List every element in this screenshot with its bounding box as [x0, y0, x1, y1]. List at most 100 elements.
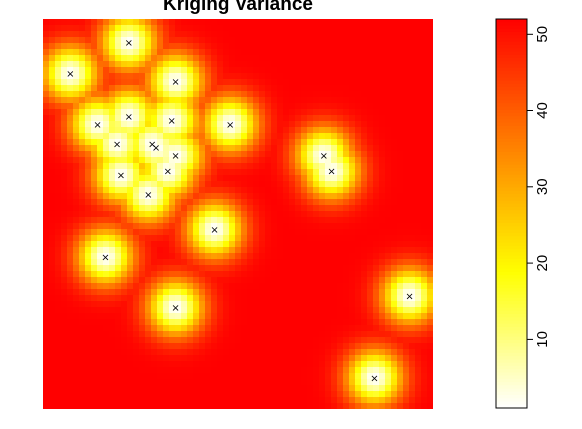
heatmap-cell	[73, 259, 80, 266]
heatmap-cell	[157, 85, 164, 92]
heatmap-cell	[121, 175, 128, 182]
heatmap-cell	[361, 385, 368, 392]
heatmap-cell	[169, 67, 176, 74]
heatmap-cell	[343, 79, 350, 86]
heatmap-cell	[133, 373, 140, 380]
heatmap-cell	[277, 289, 284, 296]
heatmap-cell	[349, 169, 356, 176]
heatmap-cell	[49, 169, 56, 176]
heatmap-cell	[319, 79, 326, 86]
heatmap-cell	[421, 361, 428, 368]
heatmap-cell	[391, 337, 398, 344]
heatmap-cell	[61, 19, 68, 26]
heatmap-cell	[391, 85, 398, 92]
heatmap-cell	[229, 301, 236, 308]
heatmap-cell	[211, 181, 218, 188]
heatmap-cell	[415, 169, 422, 176]
heatmap-cell	[253, 337, 260, 344]
heatmap-cell	[385, 37, 392, 44]
heatmap-cell	[49, 367, 56, 374]
heatmap-cell	[403, 145, 410, 152]
colorbar-cell	[496, 164, 527, 169]
heatmap-cell	[289, 265, 296, 272]
heatmap-cell	[61, 319, 68, 326]
heatmap-cell	[397, 319, 404, 326]
heatmap-cell	[247, 271, 254, 278]
heatmap-cell	[295, 223, 302, 230]
heatmap-cell	[241, 397, 248, 404]
heatmap-cell	[121, 355, 128, 362]
heatmap-cell	[301, 337, 308, 344]
heatmap-cell	[247, 379, 254, 386]
heatmap-cell	[271, 73, 278, 80]
heatmap-cell	[427, 331, 433, 338]
heatmap-cell	[283, 199, 290, 206]
heatmap-cell	[259, 313, 266, 320]
heatmap-cell	[379, 391, 386, 398]
heatmap-cell	[289, 277, 296, 284]
heatmap-cell	[109, 31, 116, 38]
heatmap-cell	[235, 31, 242, 38]
heatmap-cell	[415, 133, 422, 140]
heatmap-cell	[169, 163, 176, 170]
heatmap-cell	[199, 193, 206, 200]
colorbar-cell	[496, 119, 527, 124]
heatmap-cell	[379, 277, 386, 284]
heatmap-cell	[241, 163, 248, 170]
colorbar-cell	[496, 242, 527, 247]
heatmap-cell	[409, 319, 416, 326]
heatmap-cell	[259, 271, 266, 278]
heatmap-cell	[139, 223, 146, 230]
heatmap-cell	[295, 259, 302, 266]
heatmap-cell	[373, 349, 380, 356]
heatmap-cell	[241, 259, 248, 266]
heatmap-cell	[109, 187, 116, 194]
heatmap-cell	[367, 349, 374, 356]
heatmap-cell	[331, 187, 338, 194]
heatmap-cell	[73, 265, 80, 272]
heatmap-cell	[67, 271, 74, 278]
heatmap-cell	[361, 157, 368, 164]
heatmap-cell	[259, 205, 266, 212]
heatmap-cell	[361, 139, 368, 146]
heatmap-cell	[97, 229, 104, 236]
heatmap-cell	[301, 271, 308, 278]
heatmap-cell	[277, 205, 284, 212]
heatmap-cell	[247, 223, 254, 230]
heatmap-cell	[361, 115, 368, 122]
heatmap-cell	[331, 103, 338, 110]
heatmap-cell	[421, 259, 428, 266]
heatmap-cell	[199, 313, 206, 320]
heatmap-cell	[379, 31, 386, 38]
heatmap-cell	[85, 265, 92, 272]
heatmap-cell	[391, 331, 398, 338]
heatmap-cell	[409, 277, 416, 284]
heatmap-cell	[427, 91, 433, 98]
heatmap-cell	[103, 361, 110, 368]
heatmap-cell	[379, 151, 386, 158]
heatmap-cell	[313, 361, 320, 368]
heatmap-cell	[385, 367, 392, 374]
heatmap-cell	[325, 349, 332, 356]
heatmap-cell	[397, 139, 404, 146]
heatmap-cell	[205, 379, 212, 386]
colorbar-cell	[496, 307, 527, 312]
heatmap-cell	[289, 49, 296, 56]
heatmap-cell	[223, 163, 230, 170]
heatmap-cell	[199, 271, 206, 278]
heatmap-cell	[115, 139, 122, 146]
heatmap-cell	[139, 55, 146, 62]
heatmap-cell	[109, 199, 116, 206]
heatmap-cell	[265, 43, 272, 50]
heatmap-cell	[67, 145, 74, 152]
data-point-marker: ×	[148, 139, 156, 150]
heatmap-cell	[133, 355, 140, 362]
heatmap-cell	[121, 253, 128, 260]
heatmap-cell	[211, 121, 218, 128]
heatmap-cell	[295, 151, 302, 158]
heatmap-cell	[235, 121, 242, 128]
heatmap-cell	[283, 43, 290, 50]
heatmap-cell	[337, 97, 344, 104]
heatmap-cell	[367, 103, 374, 110]
heatmap-cell	[109, 55, 116, 62]
